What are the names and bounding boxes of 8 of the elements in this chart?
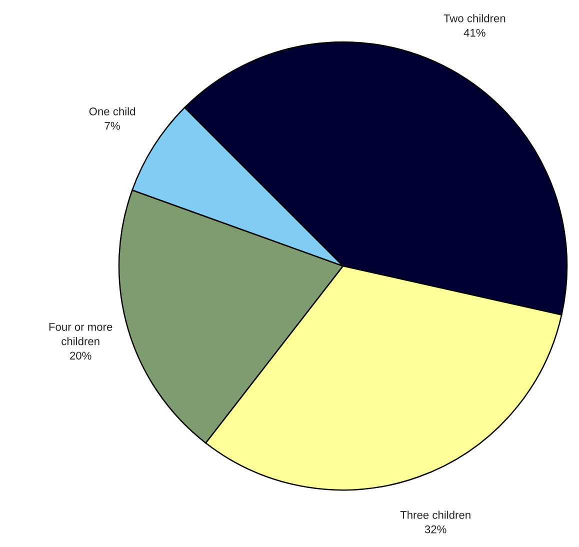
data-label: 7% (104, 122, 120, 130)
slice-label: One child (89, 107, 136, 116)
data-label: 32% (424, 525, 446, 534)
slice-label: Two children (444, 14, 506, 22)
data-label: 20% (70, 352, 92, 360)
slice-label: Four or more children (49, 323, 112, 346)
slice-label: Three children (400, 510, 470, 519)
data-label: 41% (464, 28, 486, 37)
